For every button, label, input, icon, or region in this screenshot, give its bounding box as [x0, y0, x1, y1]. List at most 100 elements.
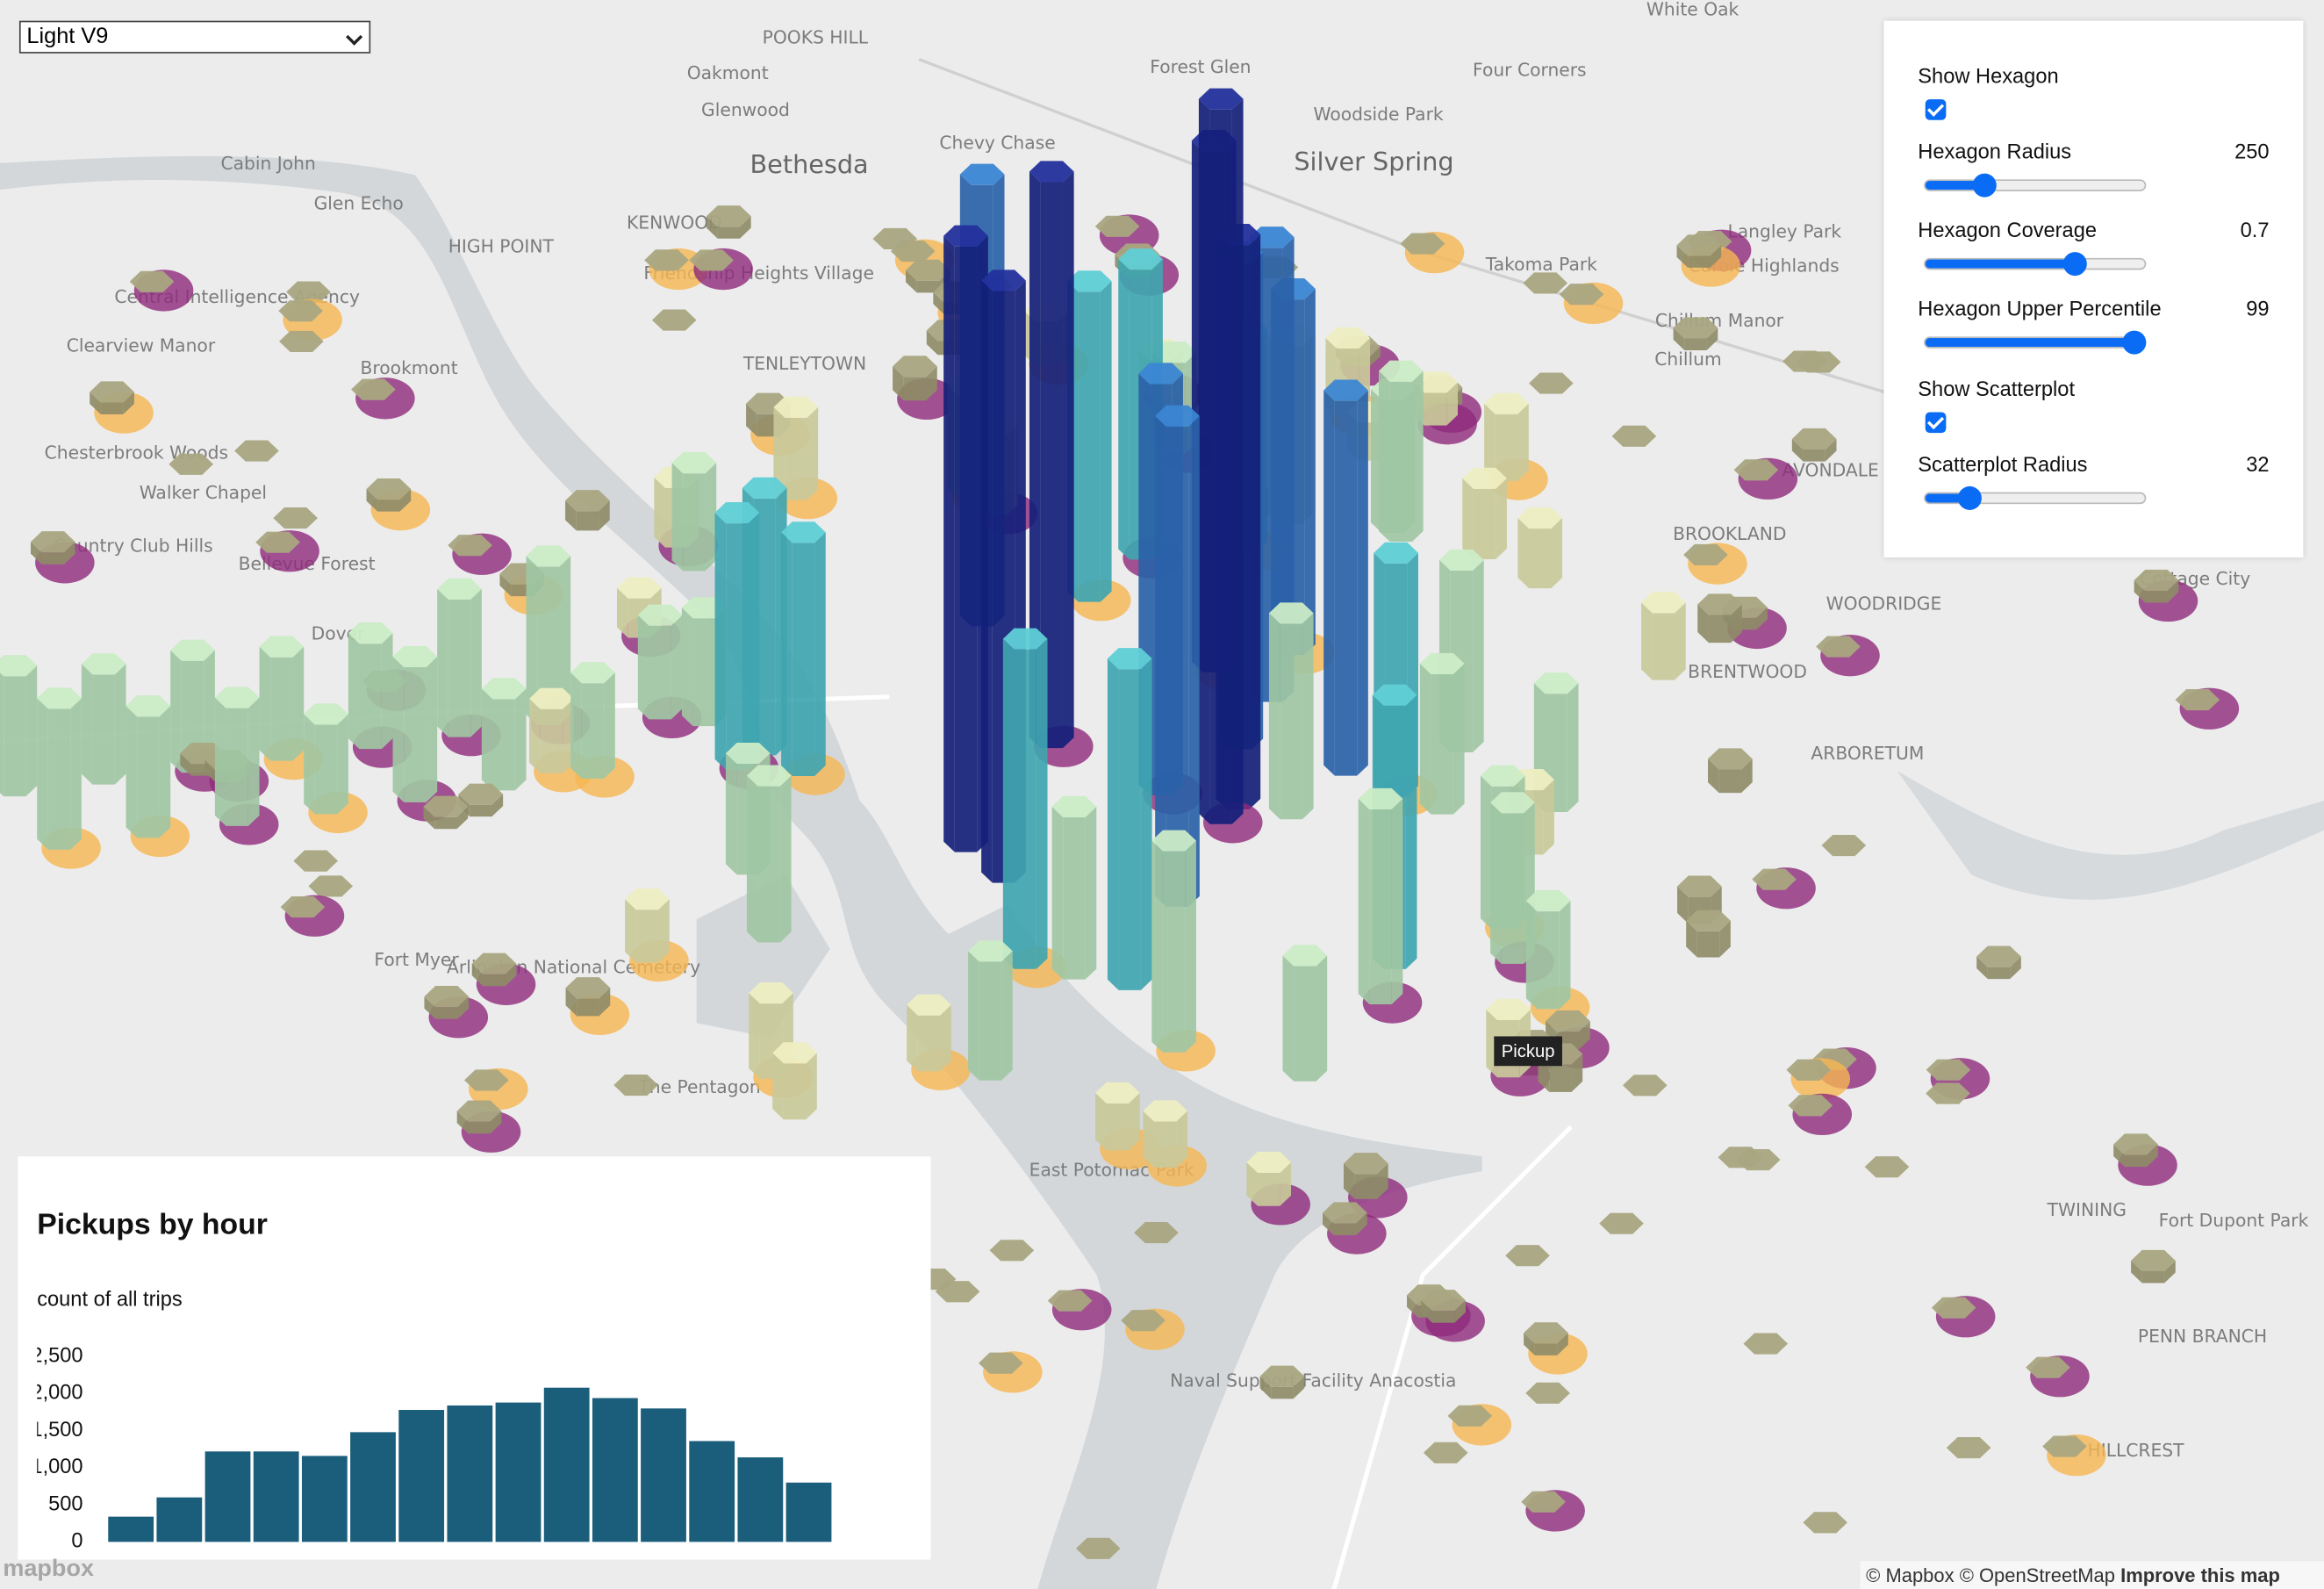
hex-column-side — [1421, 1300, 1432, 1323]
hex-column-side — [505, 963, 517, 987]
attribution-item[interactable]: © OpenStreetMap — [1959, 1564, 2115, 1586]
hex-column-top — [1529, 372, 1574, 394]
hex-column-side — [526, 556, 538, 726]
hex-column-top — [1926, 1082, 1970, 1104]
hex-column-side — [940, 1004, 951, 1072]
hex-column-side — [204, 650, 215, 773]
hex-column-side — [481, 688, 493, 791]
hex-column-side — [1323, 1212, 1334, 1236]
hex-column-side — [92, 674, 115, 785]
hex-column-top — [1686, 910, 1731, 931]
hex-column-top — [0, 655, 38, 677]
slider-thumb[interactable] — [1972, 173, 1997, 198]
slider-thumb[interactable] — [2121, 330, 2146, 355]
hex-column-side — [2131, 1260, 2142, 1283]
hex-column-side — [654, 477, 666, 548]
hex-column-top — [1524, 1322, 1568, 1344]
hex-column-top — [1926, 1059, 1971, 1081]
hex-column-side — [1559, 901, 1571, 1010]
hex-column-top — [746, 765, 792, 787]
hex-column-side — [814, 532, 826, 776]
hex-column-top — [968, 940, 1013, 962]
map-label: POOKS HILL — [763, 26, 869, 47]
hex-column-side — [25, 665, 38, 797]
hex-column-top — [617, 577, 662, 599]
hex-column-side — [123, 392, 134, 415]
hex-column-side — [1316, 955, 1328, 1082]
slider-thumb[interactable] — [1957, 485, 1982, 510]
hex-column-side — [649, 625, 671, 720]
map-style-select[interactable]: Light V9 — [18, 20, 371, 54]
control-row: Scatterplot Radius 32 — [1918, 452, 2269, 476]
hex-column-side — [1304, 289, 1316, 656]
hex-column-top — [308, 875, 354, 897]
hex-column-top — [1708, 748, 1753, 770]
hex-column-top — [170, 639, 215, 661]
bar — [156, 1497, 203, 1542]
hex-column-side — [471, 963, 484, 987]
hex-column-top — [1002, 628, 1048, 650]
hex-column-side — [4, 676, 26, 797]
hex-column-side — [437, 588, 448, 737]
hex-column-top — [637, 604, 683, 626]
hex-column-side — [635, 910, 659, 963]
hex-column-side — [434, 816, 457, 830]
hex-column-top — [2026, 1356, 2070, 1378]
slider[interactable] — [1924, 485, 2147, 510]
hex-column-side — [1791, 438, 1804, 462]
slider-thumb[interactable] — [2062, 252, 2087, 277]
checkbox[interactable] — [1925, 99, 1947, 120]
hex-column-side — [491, 794, 504, 817]
hex-column-side — [1391, 798, 1403, 1005]
hex-column-top — [481, 678, 527, 700]
hex-column-side — [1452, 663, 1465, 815]
hex-column-side — [270, 657, 293, 761]
attribution-item[interactable]: © Mapbox — [1866, 1564, 1955, 1586]
chart-panel: Pickups by hour count of all trips 0 500 1… — [18, 1156, 931, 1560]
hex-column-side — [1162, 851, 1186, 1053]
hex-column-top — [1599, 1212, 1644, 1234]
slider[interactable] — [1924, 173, 2147, 198]
hex-column-top — [1788, 1095, 1833, 1117]
attribution-item[interactable]: Improve this map — [2120, 1564, 2280, 1586]
hex-column-side — [1143, 1111, 1155, 1168]
hex-column-side — [1496, 478, 1507, 559]
hex-column-side — [1677, 886, 1689, 924]
map-label: White Oak — [1646, 0, 1739, 19]
hex-column-side — [714, 513, 727, 770]
hex-column-top — [644, 249, 689, 271]
slider[interactable] — [1924, 330, 2147, 355]
bar — [204, 1451, 251, 1542]
hex-column-top — [126, 695, 171, 717]
hex-column-top — [1107, 648, 1152, 670]
bar — [301, 1456, 348, 1542]
hex-column-side — [658, 899, 670, 963]
hex-column-side — [1803, 449, 1825, 462]
hex-column-top — [1118, 248, 1163, 270]
hex-column-top — [1374, 542, 1418, 564]
hex-column-side — [1166, 426, 1189, 907]
hex-column-side — [926, 330, 938, 356]
hex-column-side — [903, 377, 927, 401]
checkbox[interactable] — [1925, 412, 1947, 434]
hex-column-top — [689, 249, 734, 271]
map-label: Forest Glen — [1150, 56, 1251, 77]
hex-column-side — [1731, 604, 1742, 644]
hex-column-side — [1259, 1376, 1272, 1399]
hex-column-top — [1796, 351, 1841, 373]
hex-column-side — [470, 804, 492, 817]
hex-column-side — [1014, 649, 1036, 969]
hex-column-top — [529, 687, 574, 709]
hex-column-side — [1431, 673, 1453, 815]
hex-column-side — [1280, 623, 1302, 820]
hex-column-top — [1622, 1075, 1668, 1096]
hex-column-top — [1282, 945, 1328, 967]
hex-column-top — [890, 241, 936, 262]
slider[interactable] — [1924, 252, 2147, 277]
hex-column-top — [1752, 868, 1797, 890]
hex-column-side — [565, 988, 577, 1017]
hex-column-side — [499, 573, 512, 597]
hex-column-side — [1741, 759, 1753, 794]
hex-column-top — [651, 309, 697, 331]
